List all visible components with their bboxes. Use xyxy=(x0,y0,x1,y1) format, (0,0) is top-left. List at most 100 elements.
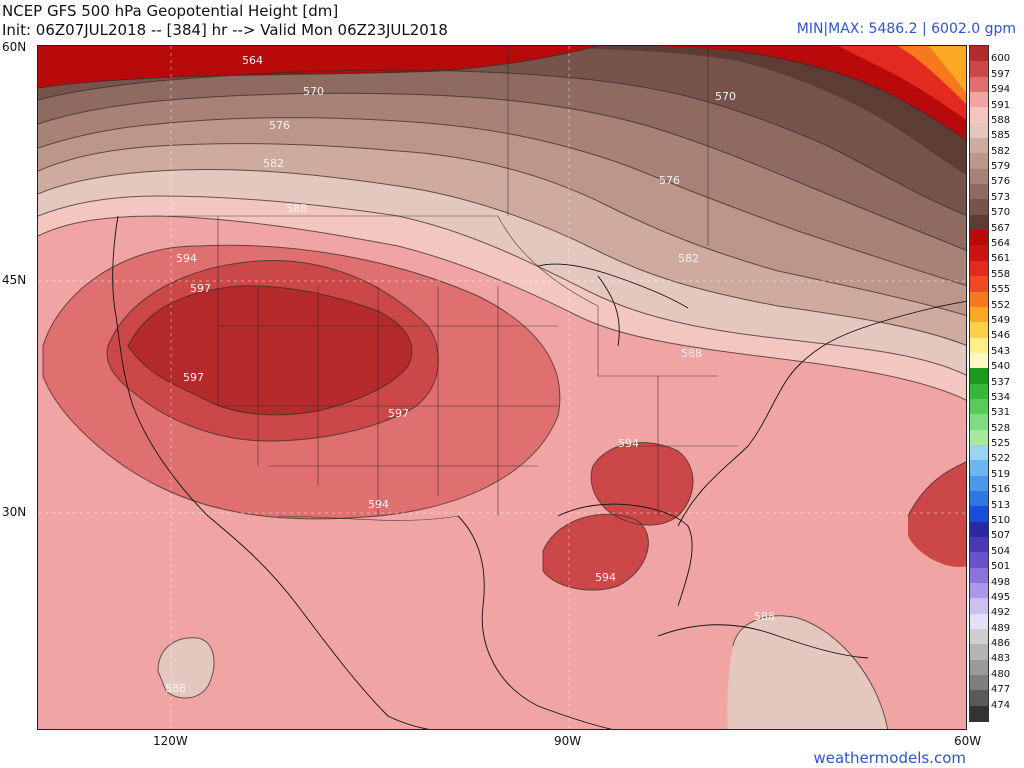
colorbar-swatch xyxy=(970,352,988,369)
colorbar-swatch xyxy=(970,705,988,722)
colorbar-level-label: 537 xyxy=(991,376,1011,388)
colorbar-swatch xyxy=(970,675,988,691)
colorbar-swatch xyxy=(970,521,988,537)
contour-labels: 564 570 576 582 588 594 597 597 597 570 … xyxy=(165,54,775,695)
colorbar-level-label: 531 xyxy=(991,407,1011,419)
colorbar-level-label: 561 xyxy=(991,253,1011,265)
colorbar-level-label: 576 xyxy=(991,176,1011,188)
colorbar-swatch xyxy=(970,414,988,430)
colorbar-swatch xyxy=(970,398,988,415)
colorbar-level-label: 555 xyxy=(991,284,1011,296)
colorbar-level-label: 507 xyxy=(991,530,1011,542)
colorbar-level-label: 492 xyxy=(991,607,1011,619)
colorbar-swatch xyxy=(970,444,988,461)
watermark: weathermodels.com xyxy=(813,749,966,767)
colorbar-level-label: 510 xyxy=(991,514,1011,526)
colorbar-swatch xyxy=(970,644,988,660)
colorbar-level-label: 501 xyxy=(991,561,1011,573)
colorbar-level-label: 564 xyxy=(991,238,1011,250)
colorbar-swatch xyxy=(970,659,988,676)
colorbar-swatch xyxy=(970,613,988,630)
minmax-readout: MIN|MAX: 5486.2 | 6002.0 gpm xyxy=(796,21,1016,37)
colorbar-swatch xyxy=(970,629,988,645)
contour-label-594-gulf: 594 xyxy=(595,571,616,584)
colorbar-level-label: 534 xyxy=(991,391,1011,403)
colorbar-level-label: 546 xyxy=(991,330,1011,342)
colorbar-level-label: 477 xyxy=(991,684,1011,696)
field-588-caribbean xyxy=(727,615,888,729)
colorbar xyxy=(969,45,989,722)
contour-label-588-west: 588 xyxy=(286,202,307,215)
colorbar-swatch xyxy=(970,567,988,584)
colorbar-level-label: 582 xyxy=(991,145,1011,157)
colorbar-swatch xyxy=(970,260,988,277)
colorbar-swatch xyxy=(970,107,988,123)
colorbar-swatch xyxy=(970,429,988,445)
contour-label-576-west: 576 xyxy=(269,119,290,132)
contour-label-588-pacific: 588 xyxy=(165,682,186,695)
colorbar-swatch xyxy=(970,199,988,215)
height-map[interactable]: 564 570 576 582 588 594 597 597 597 570 … xyxy=(37,45,967,730)
colorbar-swatch xyxy=(970,153,988,169)
colorbar-swatch xyxy=(970,337,988,353)
colorbar-level-label: 585 xyxy=(991,130,1011,142)
colorbar-level-label: 513 xyxy=(991,499,1011,511)
map-canvas: 564 570 576 582 588 594 597 597 597 570 … xyxy=(38,46,966,729)
colorbar-level-label: 597 xyxy=(991,68,1011,80)
colorbar-level-label: 519 xyxy=(991,468,1011,480)
map-title: NCEP GFS 500 hPa Geopotential Height [dm… xyxy=(2,2,448,40)
colorbar-swatch xyxy=(970,690,988,706)
lat-label-60n: 60N xyxy=(2,40,27,54)
lon-label-120w: 120W xyxy=(153,734,188,748)
title-line-2: Init: 06Z07JUL2018 -- [384] hr --> Valid… xyxy=(2,21,448,39)
colorbar-swatch xyxy=(970,276,988,292)
colorbar-level-label: 600 xyxy=(991,53,1011,65)
colorbar-level-label: 498 xyxy=(991,576,1011,588)
colorbar-level-label: 594 xyxy=(991,84,1011,96)
colorbar-level-label: 474 xyxy=(991,699,1011,711)
colorbar-swatch xyxy=(970,306,988,323)
colorbar-swatch xyxy=(970,214,988,231)
colorbar-swatch xyxy=(970,368,988,384)
contour-label-582-east: 582 xyxy=(678,252,699,265)
colorbar-level-label: 549 xyxy=(991,314,1011,326)
contour-lines xyxy=(38,46,966,729)
colorbar-level-label: 495 xyxy=(991,591,1011,603)
colorbar-swatch xyxy=(970,76,988,93)
colorbar-level-label: 489 xyxy=(991,622,1011,634)
colorbar-level-label: 516 xyxy=(991,484,1011,496)
colorbar-level-label: 504 xyxy=(991,545,1011,557)
colorbar-swatch xyxy=(970,184,988,200)
colorbar-swatch xyxy=(970,122,988,139)
contour-label-588-east: 588 xyxy=(681,347,702,360)
colorbar-level-label: 480 xyxy=(991,668,1011,680)
contour-label-582-west: 582 xyxy=(263,157,284,170)
contour-label-576-east: 576 xyxy=(659,174,680,187)
colorbar-swatch xyxy=(970,475,988,491)
graticule xyxy=(38,46,966,729)
colorbar-level-label: 483 xyxy=(991,653,1011,665)
political-borders xyxy=(168,46,738,521)
contour-label-597-north: 597 xyxy=(190,282,211,295)
colorbar-level-label: 486 xyxy=(991,638,1011,650)
colorbar-level-label: 528 xyxy=(991,422,1011,434)
lat-label-30n: 30N xyxy=(2,505,27,519)
field-570 xyxy=(38,46,966,216)
colorbar-swatch xyxy=(970,460,988,476)
colorbar-swatch xyxy=(970,46,988,62)
colorbar-level-label: 540 xyxy=(991,361,1011,373)
lat-label-45n: 45N xyxy=(2,273,27,287)
contour-label-597-southwest: 597 xyxy=(183,371,204,384)
contour-label-564: 564 xyxy=(242,54,263,67)
colorbar-swatch xyxy=(970,322,988,338)
colorbar-swatch xyxy=(970,537,988,553)
field-594-atlantic xyxy=(908,461,966,567)
contour-label-594-mexico: 594 xyxy=(368,498,389,511)
colorbar-level-label: 570 xyxy=(991,207,1011,219)
field-588-pacific xyxy=(158,637,214,698)
colorbar-swatch xyxy=(970,61,988,77)
colorbar-level-label: 591 xyxy=(991,99,1011,111)
colorbar-level-label: 525 xyxy=(991,438,1011,450)
title-line-1: NCEP GFS 500 hPa Geopotential Height [dm… xyxy=(2,2,339,20)
field-546 xyxy=(928,46,966,94)
